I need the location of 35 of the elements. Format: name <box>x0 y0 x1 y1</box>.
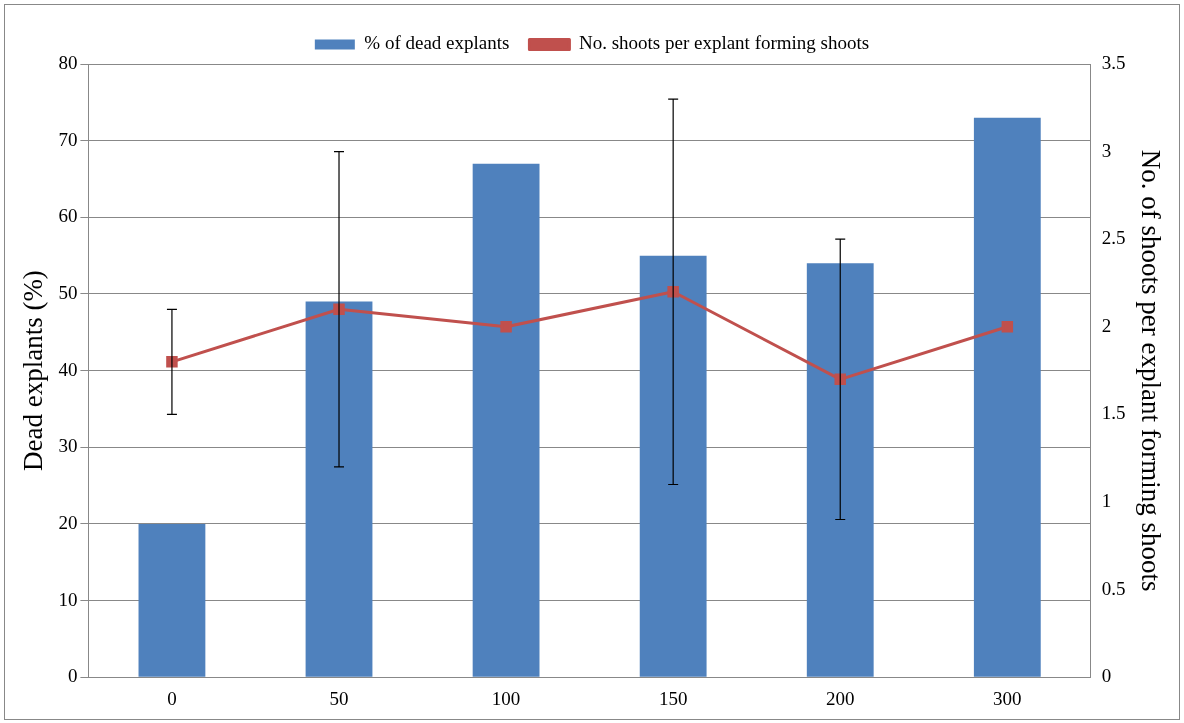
x-tick-label: 300 <box>993 687 1022 709</box>
bar <box>305 301 373 677</box>
y-tick-label: 20 <box>58 511 78 533</box>
y-tick-label: 0 <box>67 665 78 687</box>
y-tick-label: 80 <box>58 51 78 73</box>
y2-tick-label: 0.5 <box>1101 577 1126 599</box>
x-tick-label: 0 <box>167 687 177 709</box>
x-tick-label: 100 <box>491 687 521 709</box>
x-tick-label: 150 <box>658 687 688 709</box>
y2-tick-label: 3.5 <box>1101 51 1126 73</box>
x-tick-label: 200 <box>825 687 855 709</box>
y2-tick-label: 1 <box>1101 489 1112 511</box>
bar <box>639 255 707 677</box>
y2-tick-label: 2 <box>1101 314 1112 336</box>
bar <box>472 163 540 677</box>
y2-tick-label: 0 <box>1101 665 1112 687</box>
y-axis-title: Dead explants (%) <box>18 270 49 472</box>
y-tick-label: 30 <box>58 435 78 457</box>
legend-label: No. shoots per explant forming shoots <box>578 32 870 54</box>
bar <box>806 263 874 677</box>
y-tick-label: 70 <box>58 128 78 150</box>
legend-label: % of dead explants <box>364 32 510 54</box>
y-tick-label: 10 <box>58 588 78 610</box>
y-tick-label: 40 <box>58 358 78 380</box>
bar <box>138 523 206 677</box>
y2-axis-title: No. of shoots per explant forming shoots <box>1135 149 1166 592</box>
x-tick-label: 50 <box>329 687 349 709</box>
point <box>500 321 512 333</box>
y2-tick-label: 2.5 <box>1101 227 1126 249</box>
y-tick-label: 50 <box>58 281 78 303</box>
point <box>1001 321 1014 333</box>
bar <box>973 117 1041 677</box>
y-tick-label: 60 <box>58 205 78 227</box>
y2-tick-label: 1.5 <box>1101 402 1126 424</box>
y2-tick-label: 3 <box>1101 139 1112 161</box>
